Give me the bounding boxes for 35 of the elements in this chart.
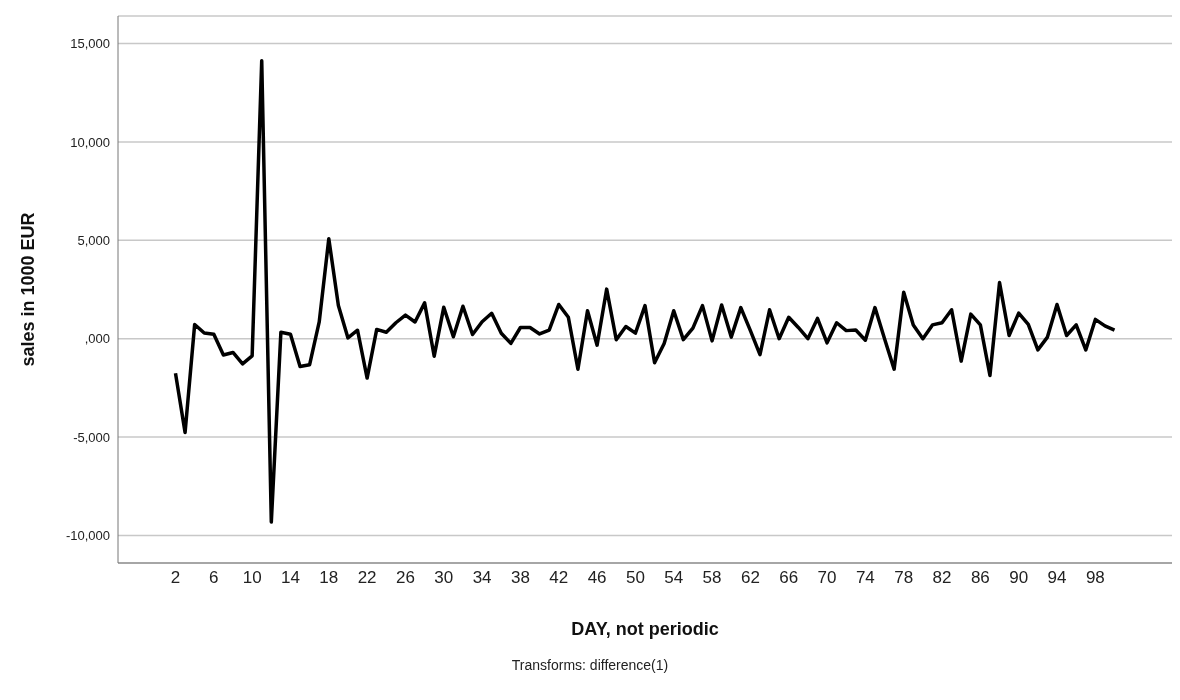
x-tick-label: 2: [170, 568, 181, 588]
y-tick-label: 5,000: [77, 232, 110, 248]
y-tick-label: -10,000: [65, 528, 110, 544]
x-axis-title: DAY, not periodic: [571, 619, 719, 639]
x-tick-label: 14: [281, 568, 300, 588]
x-tick-label: 78: [894, 568, 914, 588]
x-tick-label: 74: [855, 568, 875, 588]
y-tick-label: 10,000: [70, 134, 110, 150]
x-tick-label: 86: [970, 568, 990, 588]
y-tick-label: ,000: [84, 331, 110, 347]
x-tick-label: 98: [1085, 568, 1105, 588]
x-tick-label: 18: [319, 568, 339, 588]
x-tick-label: 38: [510, 568, 530, 588]
x-tick-label: 10: [242, 568, 262, 588]
x-tick-label: 58: [702, 568, 722, 588]
x-tick-label: 70: [817, 568, 837, 588]
x-tick-label: 82: [932, 568, 952, 588]
line-series: [173, 58, 1117, 524]
x-tick-label: 26: [395, 568, 415, 588]
y-tick-label: 15,000: [70, 36, 110, 52]
y-axis-title: sales in 1000 EUR: [18, 212, 39, 367]
text: Transforms: difference(1): [510, 657, 670, 673]
x-tick-label: 30: [434, 568, 454, 588]
x-tick-label: 34: [472, 568, 492, 588]
x-tick-label: 22: [357, 568, 377, 588]
x-tick-label: 42: [549, 568, 569, 588]
x-tick-label: 46: [587, 568, 607, 588]
x-tick-label: 66: [779, 568, 799, 588]
x-tick-label: 54: [664, 568, 684, 588]
x-tick-label: 6: [209, 568, 219, 588]
x-tick-label: 94: [1047, 568, 1067, 588]
x-tick-label: 90: [1009, 568, 1029, 588]
x-tick-label: 62: [740, 568, 760, 588]
y-tick-label: -5,000: [73, 429, 110, 445]
x-tick-label: 50: [625, 568, 645, 588]
